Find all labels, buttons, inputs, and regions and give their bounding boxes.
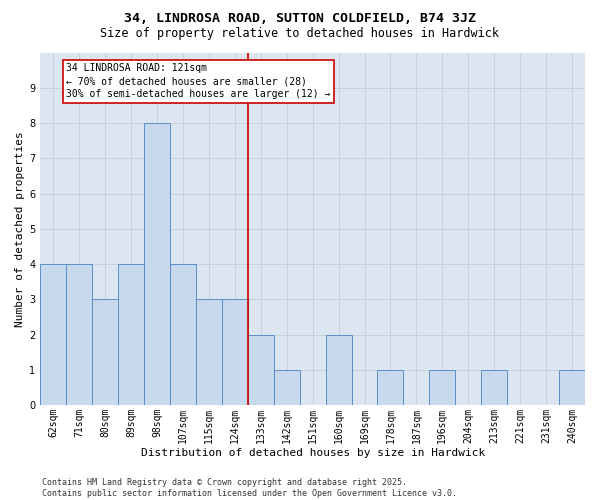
Bar (170, 264, 196, 406)
Bar (196, 300, 222, 406)
Y-axis label: Number of detached properties: Number of detached properties (15, 131, 25, 327)
Text: Contains HM Land Registry data © Crown copyright and database right 2025.
Contai: Contains HM Land Registry data © Crown c… (42, 478, 457, 498)
Bar (118, 264, 144, 406)
Bar (559, 370, 585, 406)
Bar (430, 370, 455, 406)
Bar (66, 264, 92, 406)
Bar (274, 370, 299, 406)
Text: 34 LINDROSA ROAD: 121sqm
← 70% of detached houses are smaller (28)
30% of semi-d: 34 LINDROSA ROAD: 121sqm ← 70% of detach… (66, 63, 331, 100)
Bar (248, 334, 274, 406)
Bar (144, 123, 170, 406)
Bar (326, 334, 352, 406)
X-axis label: Distribution of detached houses by size in Hardwick: Distribution of detached houses by size … (140, 448, 485, 458)
Bar (92, 300, 118, 406)
Bar (377, 370, 403, 406)
Text: 34, LINDROSA ROAD, SUTTON COLDFIELD, B74 3JZ: 34, LINDROSA ROAD, SUTTON COLDFIELD, B74… (124, 12, 476, 26)
Bar (222, 300, 248, 406)
Bar (40, 264, 66, 406)
Bar (481, 370, 507, 406)
Text: Size of property relative to detached houses in Hardwick: Size of property relative to detached ho… (101, 28, 499, 40)
